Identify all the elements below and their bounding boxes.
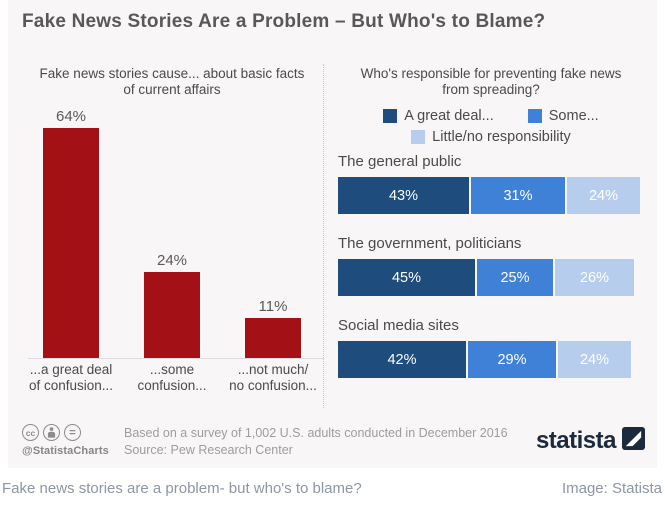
category-label: ...some confusion...: [123, 362, 221, 394]
legend-swatch: [383, 108, 398, 123]
bar-segment: 24%: [567, 177, 640, 214]
stacked-bar: 45% 25% 26%: [338, 259, 644, 296]
source-notes: Based on a survey of 1,002 U.S. adults c…: [124, 424, 536, 459]
category-label: ...a great deal of confusion...: [22, 362, 120, 394]
article-image-caption: Fake news stories are a problem- but who…: [0, 470, 665, 507]
bar: [43, 128, 99, 358]
bar-segment: 25%: [477, 259, 553, 296]
category-label-line: of confusion...: [28, 378, 114, 393]
statista-charts-handle: @StatistaCharts: [22, 445, 109, 457]
no-derivatives-icon: =: [64, 424, 81, 441]
left-chart-title-line1: Fake news stories cause... about basic f…: [39, 66, 305, 81]
bar-value-label: 64%: [55, 108, 87, 125]
stacked-bar: 43% 31% 24%: [338, 177, 644, 214]
statista-logo-icon: [622, 427, 645, 455]
legend-item: Little/no responsibility: [411, 127, 571, 146]
legend: A great deal... Some... Little/no respons…: [338, 106, 644, 146]
category-label-line: no confusion...: [229, 378, 317, 393]
legend-item: A great deal...: [383, 106, 494, 125]
legend-item: Some...: [527, 106, 599, 125]
bar-value-label: 24%: [156, 252, 188, 269]
caption-text: Fake news stories are a problem- but who…: [2, 480, 362, 497]
left-chart-title: Fake news stories cause... about basic f…: [22, 60, 322, 98]
right-chart-title-line1: Who's responsible for preventing fake ne…: [360, 66, 622, 81]
legend-label: Some...: [548, 107, 599, 124]
category-label: ...not much/no confusion...: [224, 362, 322, 394]
bar-segment: 43%: [338, 177, 469, 214]
right-stacked-chart-panel: Who's responsible for preventing fake ne…: [338, 60, 644, 398]
panel-divider: [323, 64, 324, 408]
stacked-row-label: Social media sites: [338, 317, 459, 334]
bar-segment: 29%: [468, 341, 556, 378]
stacked-bar-row: The general public 43% 31% 24%: [338, 152, 644, 214]
stacked-bar: 42% 29% 24%: [338, 341, 644, 378]
x-axis-line: [28, 358, 324, 359]
category-label-line: ...a great deal: [29, 362, 113, 377]
image-credit: Image: Statista: [561, 480, 662, 497]
bar-column: 24%: [123, 252, 221, 358]
bar-segment: 31%: [471, 177, 565, 214]
statista-logo: statista: [536, 427, 645, 455]
legend-label: A great deal...: [404, 107, 494, 124]
statista-logo-text: statista: [535, 427, 617, 454]
left-category-labels: ...a great deal of confusion... ...some con…: [22, 362, 322, 394]
bar-segment: 26%: [555, 259, 634, 296]
infographic-footer: cc = @StatistaCharts Based on a survey o…: [22, 424, 645, 459]
left-chart-title-line2: of current affairs: [123, 82, 221, 97]
bar-column: 11%: [224, 298, 322, 358]
infographic-title: Fake News Stories Are a Problem – But Wh…: [22, 11, 546, 32]
stacked-bar-row: The government, politicians 45% 25% 26%: [338, 234, 644, 296]
license-block: cc = @StatistaCharts: [22, 424, 116, 457]
category-label-line: ...not much/: [237, 362, 309, 377]
bar-column: 64%: [22, 108, 120, 358]
legend-row-1: A great deal... Some...: [338, 106, 644, 125]
statista-infographic: Fake News Stories Are a Problem – But Wh…: [8, 0, 657, 468]
right-chart-title: Who's responsible for preventing fake ne…: [338, 60, 644, 98]
legend-row-2: Little/no responsibility: [338, 127, 644, 146]
source-note: Source: Pew Research Center: [124, 443, 293, 457]
stacked-bar-row: Social media sites 42% 29% 24%: [338, 316, 644, 378]
bar-segment: 45%: [338, 259, 475, 296]
left-bar-chart-panel: Fake news stories cause... about basic f…: [22, 60, 324, 408]
stacked-rows: The general public 43% 31% 24% The governmen…: [338, 152, 644, 378]
bar-segment: 24%: [558, 341, 631, 378]
stacked-row-label: The government, politicians: [338, 235, 522, 252]
bar: [245, 318, 301, 358]
survey-note: Based on a survey of 1,002 U.S. adults c…: [124, 426, 508, 440]
legend-label: Little/no responsibility: [432, 128, 571, 145]
category-label-line: ...some: [149, 362, 195, 377]
stacked-row-label: The general public: [338, 153, 462, 170]
right-chart-title-line2: from spreading?: [442, 82, 540, 97]
cc-icon: cc: [22, 424, 39, 441]
cc-license-icons: cc =: [22, 424, 116, 441]
bar-value-label: 11%: [258, 298, 288, 315]
legend-swatch: [527, 108, 542, 123]
bar: [144, 272, 200, 358]
legend-swatch: [411, 129, 426, 144]
category-label-line: confusion...: [137, 378, 207, 393]
attribution-person-icon: [43, 424, 60, 441]
bar-segment: 42%: [338, 341, 466, 378]
left-bar-columns: 64% 24% 11%: [22, 105, 322, 358]
